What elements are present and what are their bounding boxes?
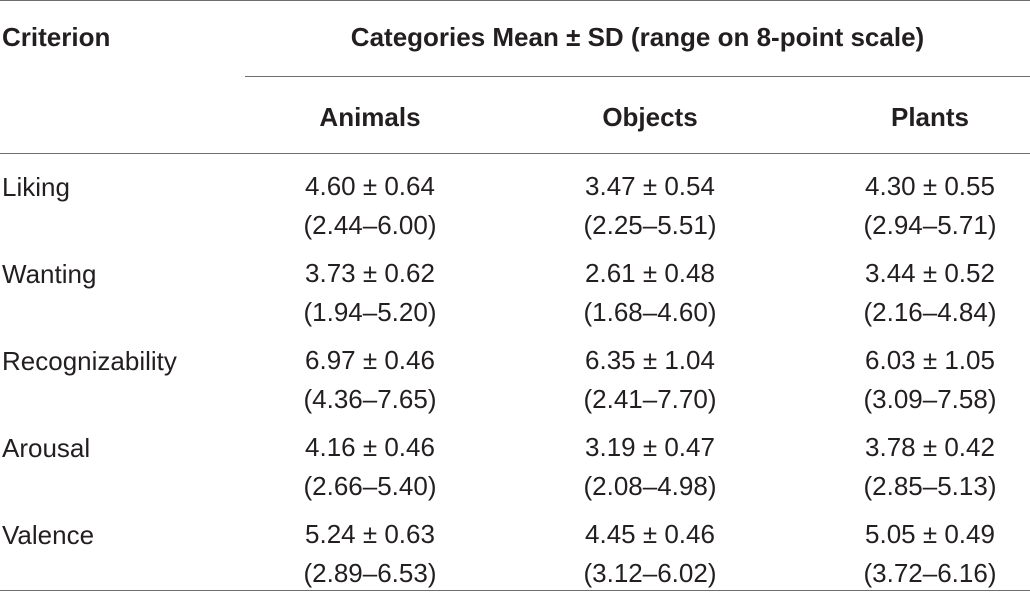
- mean-sd-value: 3.78 ± 0.42: [865, 432, 995, 462]
- range-value: (2.66–5.40): [303, 471, 437, 501]
- mean-sd-value: 4.45 ± 0.46: [585, 519, 715, 549]
- range-value: (2.89–6.53): [303, 558, 437, 588]
- mean-sd-value: 5.24 ± 0.63: [305, 519, 435, 549]
- table-cell: 2.61 ± 0.48 (1.68–4.60): [525, 254, 775, 332]
- mean-sd-value: 3.19 ± 0.47: [585, 432, 715, 462]
- table-cell: 4.16 ± 0.46 (2.66–5.40): [245, 428, 495, 506]
- range-value: (2.44–6.00): [303, 210, 437, 240]
- mean-sd-value: 4.60 ± 0.64: [305, 171, 435, 201]
- mean-sd-value: 3.47 ± 0.54: [585, 171, 715, 201]
- row-label-arousal: Arousal: [2, 433, 91, 463]
- table-cell: 4.30 ± 0.55 (2.94–5.71): [805, 167, 1030, 245]
- column-header-animals: Animals: [319, 102, 421, 132]
- mean-sd-value: 3.44 ± 0.52: [865, 258, 995, 288]
- range-value: (3.72–6.16): [863, 558, 997, 588]
- table-cell: 5.05 ± 0.49 (3.72–6.16): [805, 515, 1030, 593]
- range-value: (2.08–4.98): [583, 471, 717, 501]
- mean-sd-value: 2.61 ± 0.48: [585, 258, 715, 288]
- row-label-valence: Valence: [2, 520, 95, 550]
- column-header-plants: Plants: [890, 102, 970, 132]
- mean-sd-value: 4.30 ± 0.55: [865, 171, 995, 201]
- table-cell: 6.35 ± 1.04 (2.41–7.70): [525, 341, 775, 419]
- range-value: (1.94–5.20): [303, 297, 437, 327]
- range-value: (1.68–4.60): [583, 297, 717, 327]
- range-value: (3.09–7.58): [863, 384, 997, 414]
- table-cell: 4.45 ± 0.46 (3.12–6.02): [525, 515, 775, 593]
- table-top-rule: [0, 0, 1030, 1]
- table-cell: 3.44 ± 0.52 (2.16–4.84): [805, 254, 1030, 332]
- range-value: (2.16–4.84): [863, 297, 997, 327]
- categories-group-header: Categories Mean ± SD (range on 8-point s…: [350, 22, 925, 52]
- table-cell: 5.24 ± 0.63 (2.89–6.53): [245, 515, 495, 593]
- range-value: (2.85–5.13): [863, 471, 997, 501]
- header-bottom-rule: [0, 153, 1030, 154]
- table-cell: 3.47 ± 0.54 (2.25–5.51): [525, 167, 775, 245]
- mean-sd-value: 6.97 ± 0.46: [305, 345, 435, 375]
- column-header-objects: Objects: [602, 102, 698, 132]
- group-header-rule: [245, 76, 1030, 77]
- table-cell: 3.73 ± 0.62 (1.94–5.20): [245, 254, 495, 332]
- range-value: (2.25–5.51): [583, 210, 717, 240]
- mean-sd-value: 3.73 ± 0.62: [305, 258, 435, 288]
- mean-sd-value: 5.05 ± 0.49: [865, 519, 995, 549]
- table-cell: 6.97 ± 0.46 (4.36–7.65): [245, 341, 495, 419]
- row-label-recognizability: Recognizability: [2, 346, 177, 376]
- range-value: (3.12–6.02): [583, 558, 717, 588]
- row-label-wanting: Wanting: [2, 259, 97, 289]
- mean-sd-value: 4.16 ± 0.46: [305, 432, 435, 462]
- range-value: (2.94–5.71): [863, 210, 997, 240]
- range-value: (4.36–7.65): [303, 384, 437, 414]
- mean-sd-value: 6.35 ± 1.04: [585, 345, 715, 375]
- table-cell: 3.19 ± 0.47 (2.08–4.98): [525, 428, 775, 506]
- criterion-header: Criterion: [2, 22, 111, 52]
- table-cell: 3.78 ± 0.42 (2.85–5.13): [805, 428, 1030, 506]
- table-cell: 6.03 ± 1.05 (3.09–7.58): [805, 341, 1030, 419]
- mean-sd-value: 6.03 ± 1.05: [865, 345, 995, 375]
- range-value: (2.41–7.70): [583, 384, 717, 414]
- row-label-liking: Liking: [2, 172, 70, 202]
- table-cell: 4.60 ± 0.64 (2.44–6.00): [245, 167, 495, 245]
